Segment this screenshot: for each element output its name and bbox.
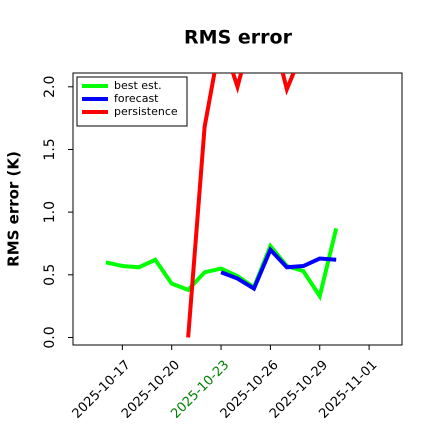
y-axis-label: RMS error (K): [5, 151, 23, 267]
y-tick-label: 0.5: [42, 264, 58, 286]
legend-label: persistence: [114, 105, 178, 118]
series-line: [186, 73, 296, 338]
plot-area: [105, 73, 339, 338]
y-tick-label: 1.0: [42, 201, 58, 223]
plot-frame: [72, 72, 403, 346]
y-tick-label: 1.5: [42, 138, 58, 160]
legend-label: forecast: [114, 92, 159, 105]
y-tick-label: 2.0: [42, 76, 58, 98]
series-line: [105, 227, 339, 302]
legend-label: best est.: [114, 79, 162, 92]
chart-title: RMS error: [184, 27, 293, 49]
series-line: [220, 246, 337, 292]
y-tick-label: 0.0: [42, 326, 58, 348]
